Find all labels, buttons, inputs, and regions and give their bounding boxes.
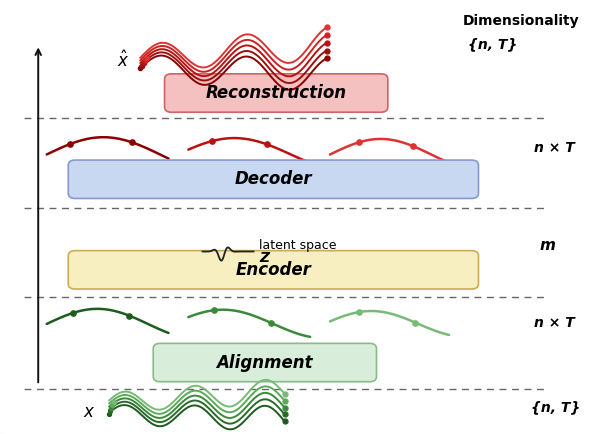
FancyBboxPatch shape	[153, 343, 376, 382]
Text: Decoder: Decoder	[235, 170, 312, 188]
Text: Reconstruction: Reconstruction	[206, 84, 347, 102]
Text: {n, T}: {n, T}	[530, 401, 580, 414]
Text: Alignment: Alignment	[217, 354, 313, 372]
Text: n × T: n × T	[534, 316, 575, 330]
FancyBboxPatch shape	[68, 160, 478, 198]
Text: $x$: $x$	[83, 403, 95, 421]
Text: Encoder: Encoder	[235, 261, 311, 279]
FancyBboxPatch shape	[0, 0, 574, 434]
FancyBboxPatch shape	[164, 74, 388, 112]
Text: latent space: latent space	[259, 240, 337, 253]
Text: {n, T}: {n, T}	[468, 37, 517, 52]
Text: Z: Z	[259, 250, 269, 265]
Text: $\hat{x}$: $\hat{x}$	[117, 51, 130, 71]
Text: m: m	[539, 237, 556, 253]
Text: Dimensionality: Dimensionality	[463, 14, 580, 28]
Text: n × T: n × T	[534, 141, 575, 155]
FancyBboxPatch shape	[68, 251, 478, 289]
